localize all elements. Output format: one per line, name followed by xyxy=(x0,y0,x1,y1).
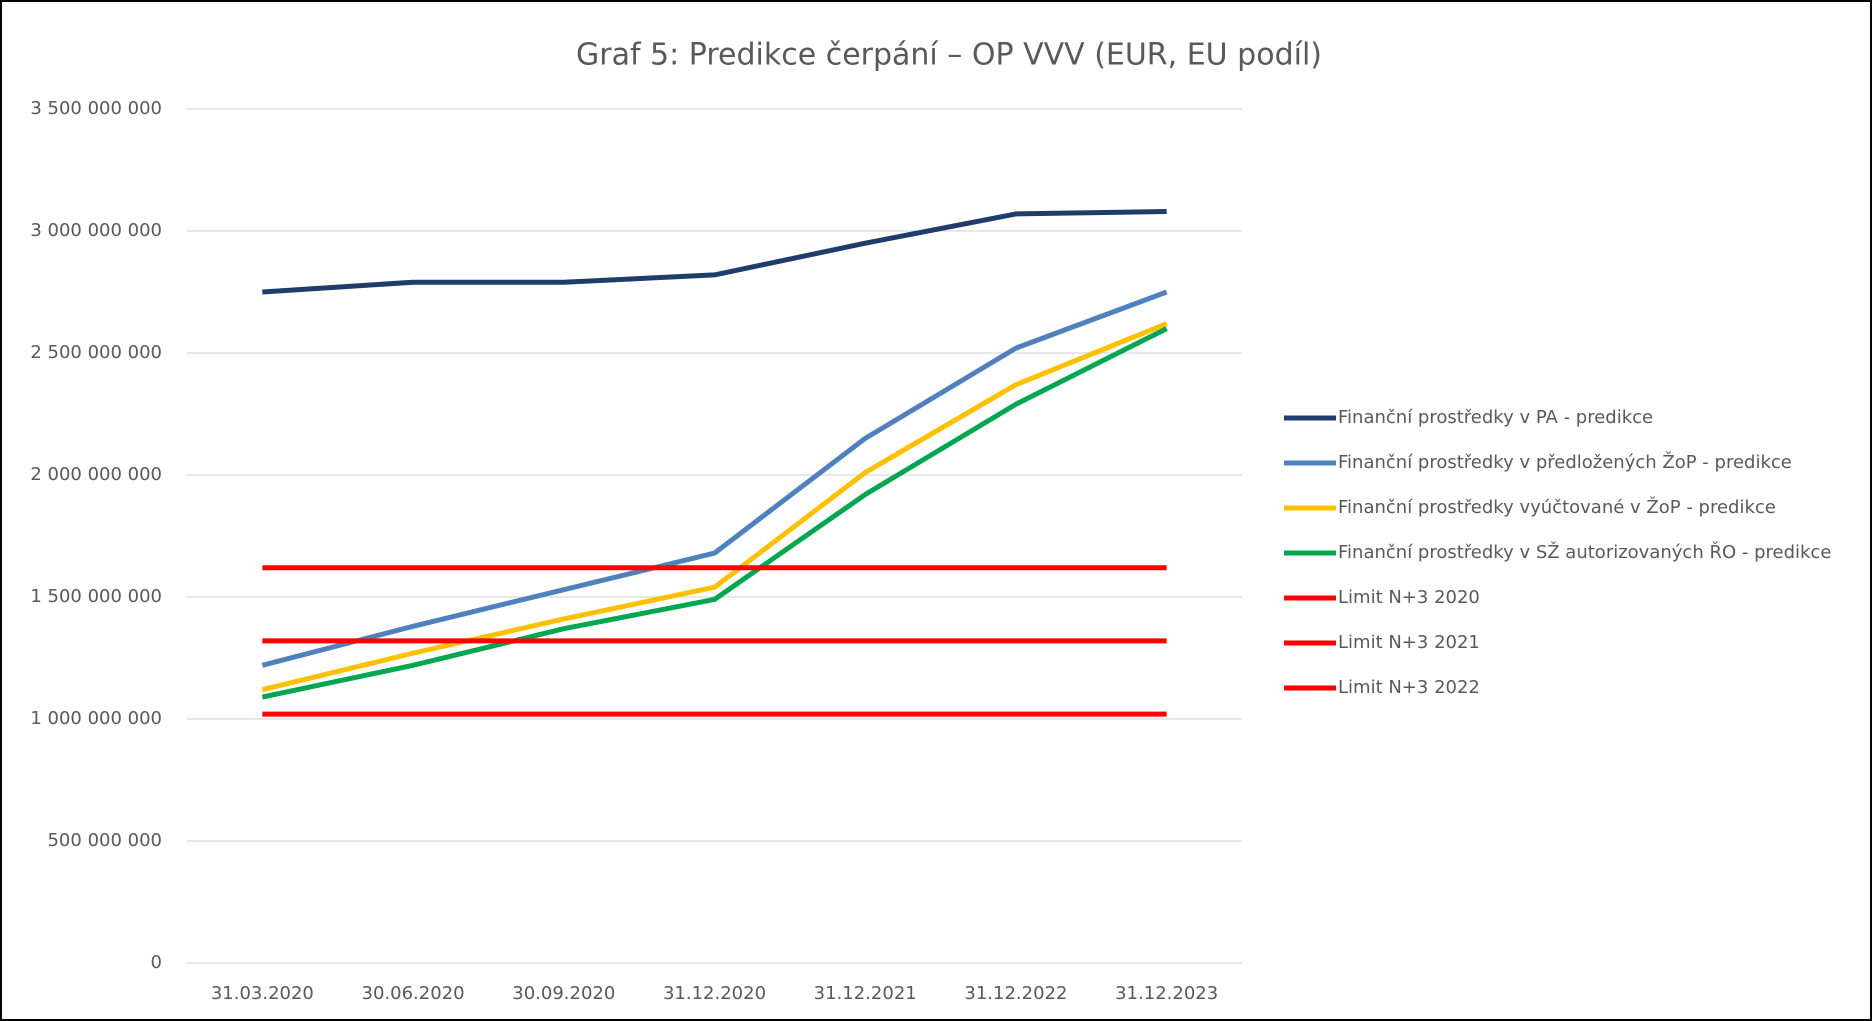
series-line xyxy=(261,289,1168,668)
legend-label: Limit N+3 2021 xyxy=(1338,632,1480,653)
series-line xyxy=(261,321,1168,693)
series-line xyxy=(261,326,1168,700)
legend-label: Finanční prostředky vyúčtované v ŽoP - p… xyxy=(1338,496,1776,518)
y-tick-label: 2 000 000 000 xyxy=(30,464,162,485)
legend-label: Limit N+3 2020 xyxy=(1338,587,1480,608)
chart-title: Graf 5: Predikce čerpání – OP VVV (EUR, … xyxy=(576,38,1322,73)
legend-label: Finanční prostředky v SŽ autorizovaných … xyxy=(1338,541,1831,563)
y-tick-label: 3 000 000 000 xyxy=(30,220,162,241)
y-tick-label: 1 000 000 000 xyxy=(30,708,162,729)
legend-label: Finanční prostředky v PA - predikce xyxy=(1338,407,1653,428)
series-line xyxy=(262,208,1167,295)
y-tick-label: 1 500 000 000 xyxy=(30,586,162,607)
legend-label: Finanční prostředky v předložených ŽoP -… xyxy=(1338,451,1792,473)
x-tick-label: 31.03.2020 xyxy=(211,983,314,1004)
y-tick-label: 3 500 000 000 xyxy=(30,98,162,119)
x-tick-label: 30.06.2020 xyxy=(362,983,465,1004)
x-tick-label: 31.12.2022 xyxy=(964,983,1067,1004)
x-tick-label: 30.09.2020 xyxy=(512,983,615,1004)
x-tick-label: 31.12.2021 xyxy=(814,983,917,1004)
y-tick-label: 2 500 000 000 xyxy=(30,342,162,363)
y-tick-label: 0 xyxy=(151,952,162,973)
x-tick-label: 31.12.2023 xyxy=(1115,983,1218,1004)
legend-label: Limit N+3 2022 xyxy=(1338,677,1480,698)
x-tick-label: 31.12.2020 xyxy=(663,983,766,1004)
y-tick-label: 500 000 000 xyxy=(47,830,162,851)
